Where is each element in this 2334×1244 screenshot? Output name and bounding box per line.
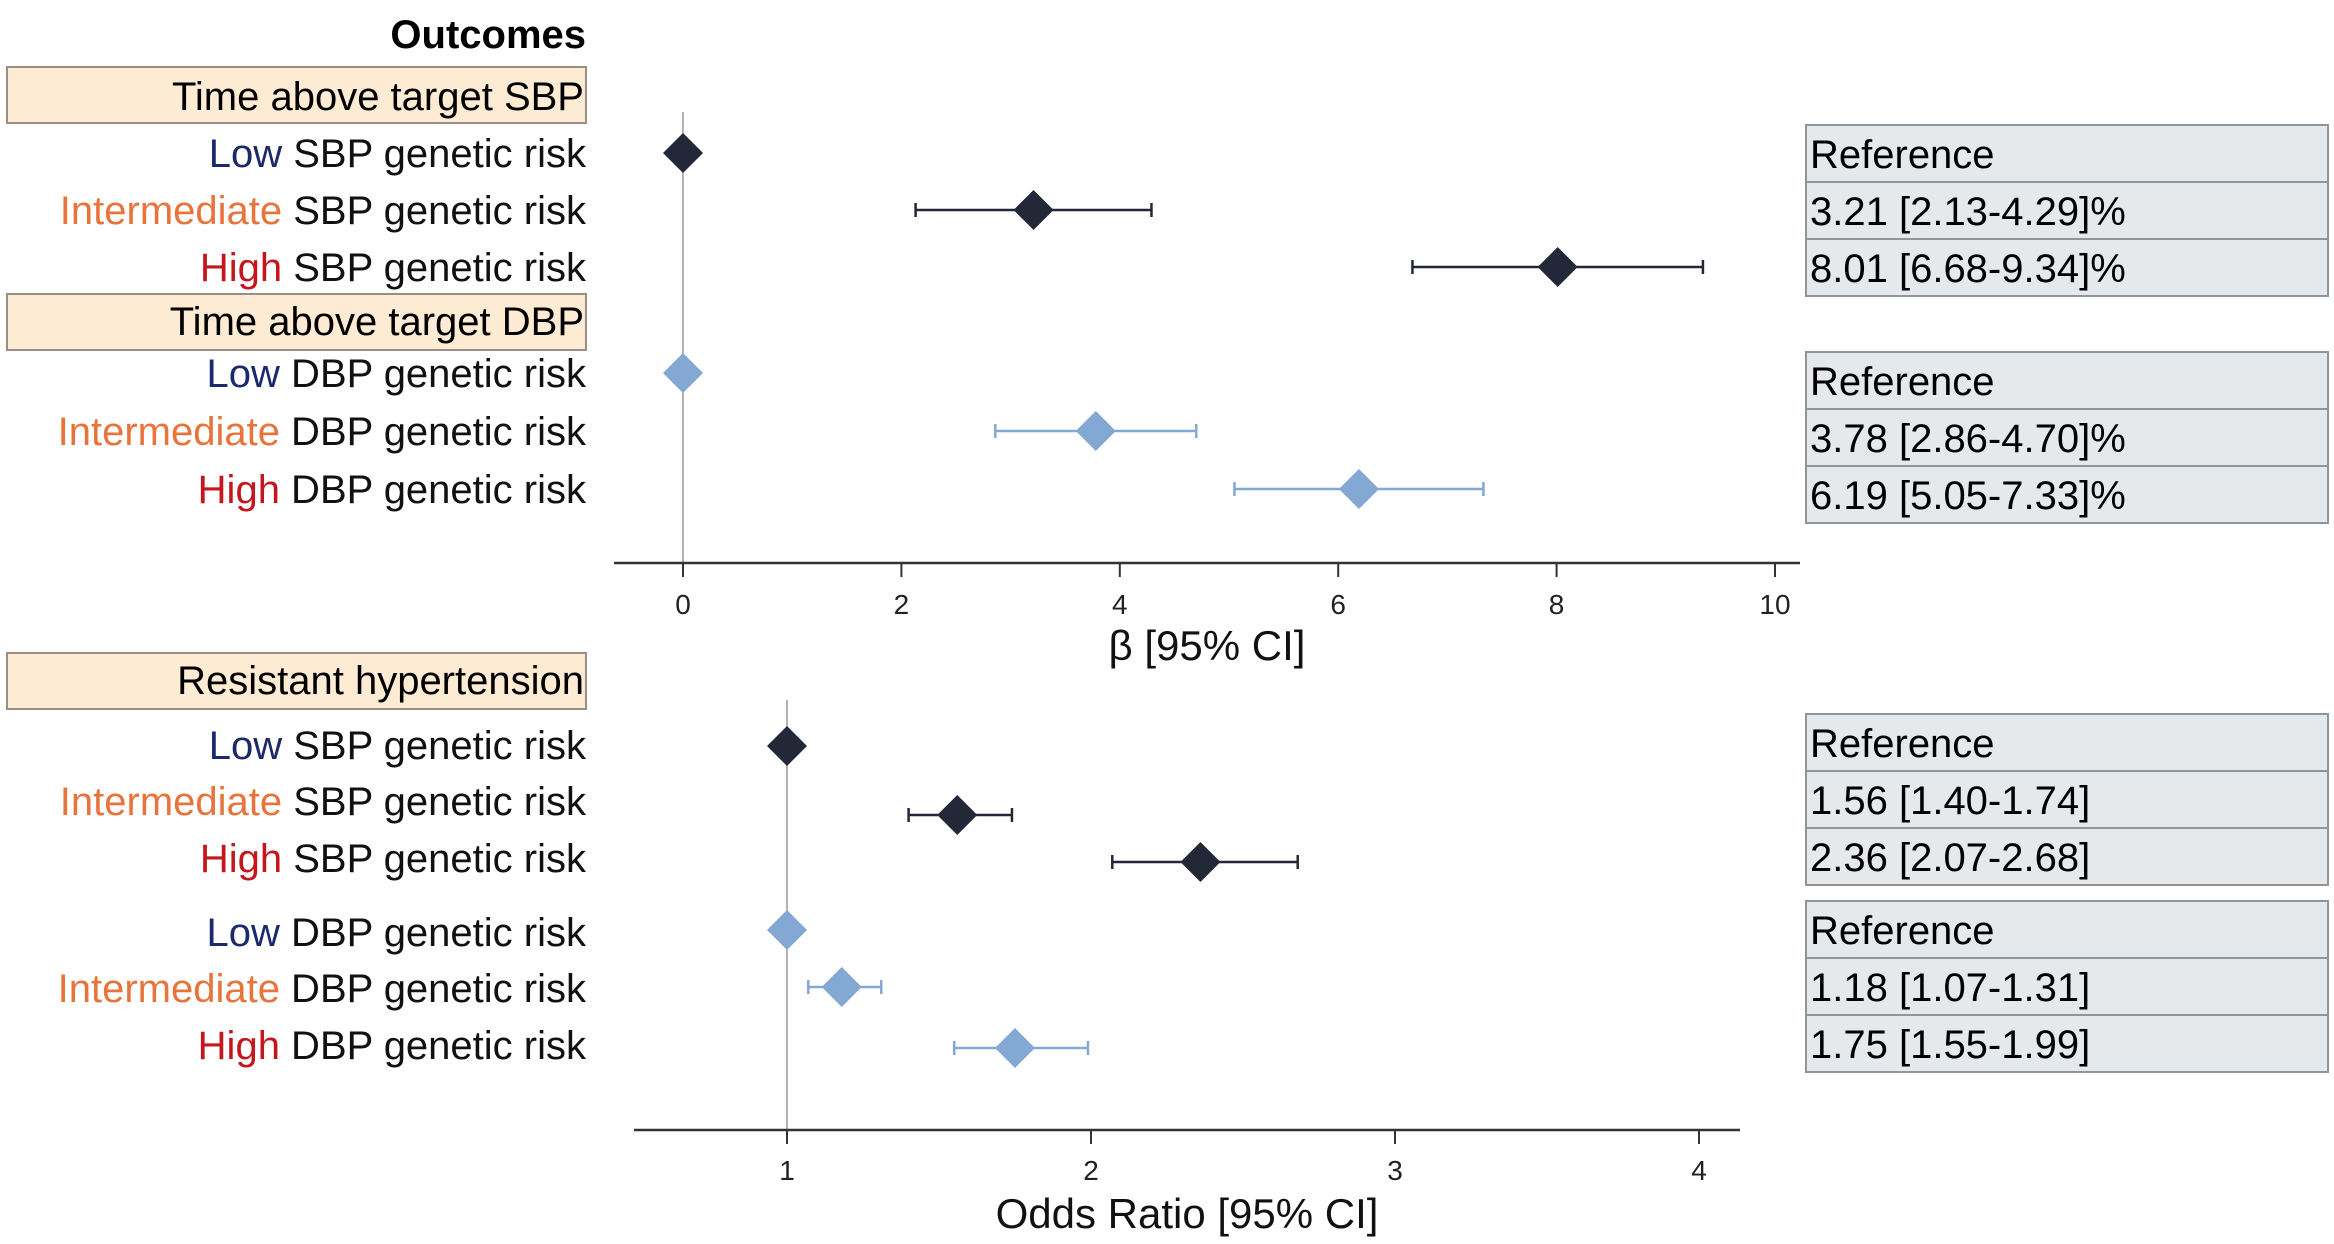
estimate-marker [1013, 190, 1054, 230]
risk-label: DBP genetic risk [280, 352, 587, 396]
x-tick-label: 6 [1330, 589, 1346, 620]
estimate-marker [663, 133, 703, 173]
row-label: Intermediate DBP genetic risk [58, 967, 587, 1011]
row-label: High DBP genetic risk [198, 1024, 587, 1068]
row-label: Intermediate DBP genetic risk [58, 410, 587, 454]
result-value: 1.75 [1.55-1.99] [1810, 1023, 2090, 1067]
risk-label: SBP genetic risk [282, 780, 587, 824]
result-box [1805, 713, 2329, 886]
estimate-marker [1075, 411, 1116, 451]
x-tick-label: 3 [1387, 1155, 1403, 1186]
row-label: Intermediate SBP genetic risk [60, 780, 587, 824]
risk-level: Intermediate [58, 967, 280, 1011]
risk-level: High [200, 837, 282, 881]
estimate-marker [1338, 469, 1379, 509]
result-value: 6.19 [5.05-7.33]% [1810, 474, 2126, 518]
estimate-marker [767, 726, 807, 766]
x-tick-label: 4 [1112, 589, 1128, 620]
risk-level: Low [207, 911, 280, 955]
risk-label: DBP genetic risk [280, 1024, 587, 1068]
row-label: High SBP genetic risk [200, 246, 587, 290]
row-label: Low SBP genetic risk [209, 132, 587, 176]
x-tick-label: 0 [675, 589, 691, 620]
result-box [1805, 124, 2329, 297]
risk-level: Low [209, 132, 282, 176]
x-tick-label: 10 [1759, 589, 1790, 620]
risk-level: High [198, 1024, 280, 1068]
risk-label: DBP genetic risk [280, 468, 587, 512]
row-label: High SBP genetic risk [200, 837, 587, 881]
x-tick-label: 2 [894, 589, 910, 620]
estimate-marker [995, 1028, 1035, 1068]
result-value: 8.01 [6.68-9.34]% [1810, 247, 2126, 291]
result-value: 3.78 [2.86-4.70]% [1810, 417, 2126, 461]
estimate-marker [821, 967, 862, 1007]
section-header-box [6, 293, 587, 351]
section-title: Time above target DBP [170, 300, 584, 344]
result-value: 2.36 [2.07-2.68] [1810, 836, 2090, 880]
result-box [1805, 351, 2329, 524]
risk-label: SBP genetic risk [282, 724, 587, 768]
x-tick-label: 4 [1691, 1155, 1707, 1186]
risk-label: SBP genetic risk [282, 837, 587, 881]
estimate-marker [1180, 842, 1221, 882]
risk-label: SBP genetic risk [282, 189, 587, 233]
result-value: Reference [1810, 909, 1995, 953]
risk-level: Intermediate [60, 780, 282, 824]
result-value: 3.21 [2.13-4.29]% [1810, 190, 2126, 234]
section-header-box [6, 66, 587, 124]
result-value: 1.18 [1.07-1.31] [1810, 966, 2090, 1010]
x-axis-title: Odds Ratio [95% CI] [996, 1190, 1379, 1237]
estimate-marker [663, 353, 703, 393]
section-header-box [6, 652, 587, 710]
risk-level: High [198, 468, 280, 512]
section-title: Time above target SBP [172, 75, 584, 119]
risk-label: SBP genetic risk [282, 246, 587, 290]
risk-label: DBP genetic risk [280, 410, 587, 454]
risk-label: DBP genetic risk [280, 911, 587, 955]
row-label: Low SBP genetic risk [209, 724, 587, 768]
risk-level: High [200, 246, 282, 290]
outcomes-title: Outcomes [390, 13, 586, 57]
risk-label: SBP genetic risk [282, 132, 587, 176]
x-tick-label: 2 [1083, 1155, 1099, 1186]
x-axis-title: β [95% CI] [1109, 622, 1306, 669]
result-value: Reference [1810, 360, 1995, 404]
risk-label: DBP genetic risk [280, 967, 587, 1011]
x-tick-label: 1 [779, 1155, 795, 1186]
row-label: Low DBP genetic risk [207, 352, 587, 396]
risk-level: Intermediate [58, 410, 280, 454]
risk-level: Low [209, 724, 282, 768]
estimate-marker [937, 795, 978, 835]
result-value: Reference [1810, 133, 1995, 177]
x-tick-label: 8 [1549, 589, 1565, 620]
estimate-marker [1537, 247, 1578, 287]
result-value: Reference [1810, 722, 1995, 766]
row-label: High DBP genetic risk [198, 468, 587, 512]
risk-level: Low [207, 352, 280, 396]
estimate-marker [767, 910, 807, 950]
row-label: Low DBP genetic risk [207, 911, 587, 955]
result-box [1805, 900, 2329, 1073]
section-title: Resistant hypertension [177, 659, 584, 703]
result-value: 1.56 [1.40-1.74] [1810, 779, 2090, 823]
risk-level: Intermediate [60, 189, 282, 233]
row-label: Intermediate SBP genetic risk [60, 189, 587, 233]
